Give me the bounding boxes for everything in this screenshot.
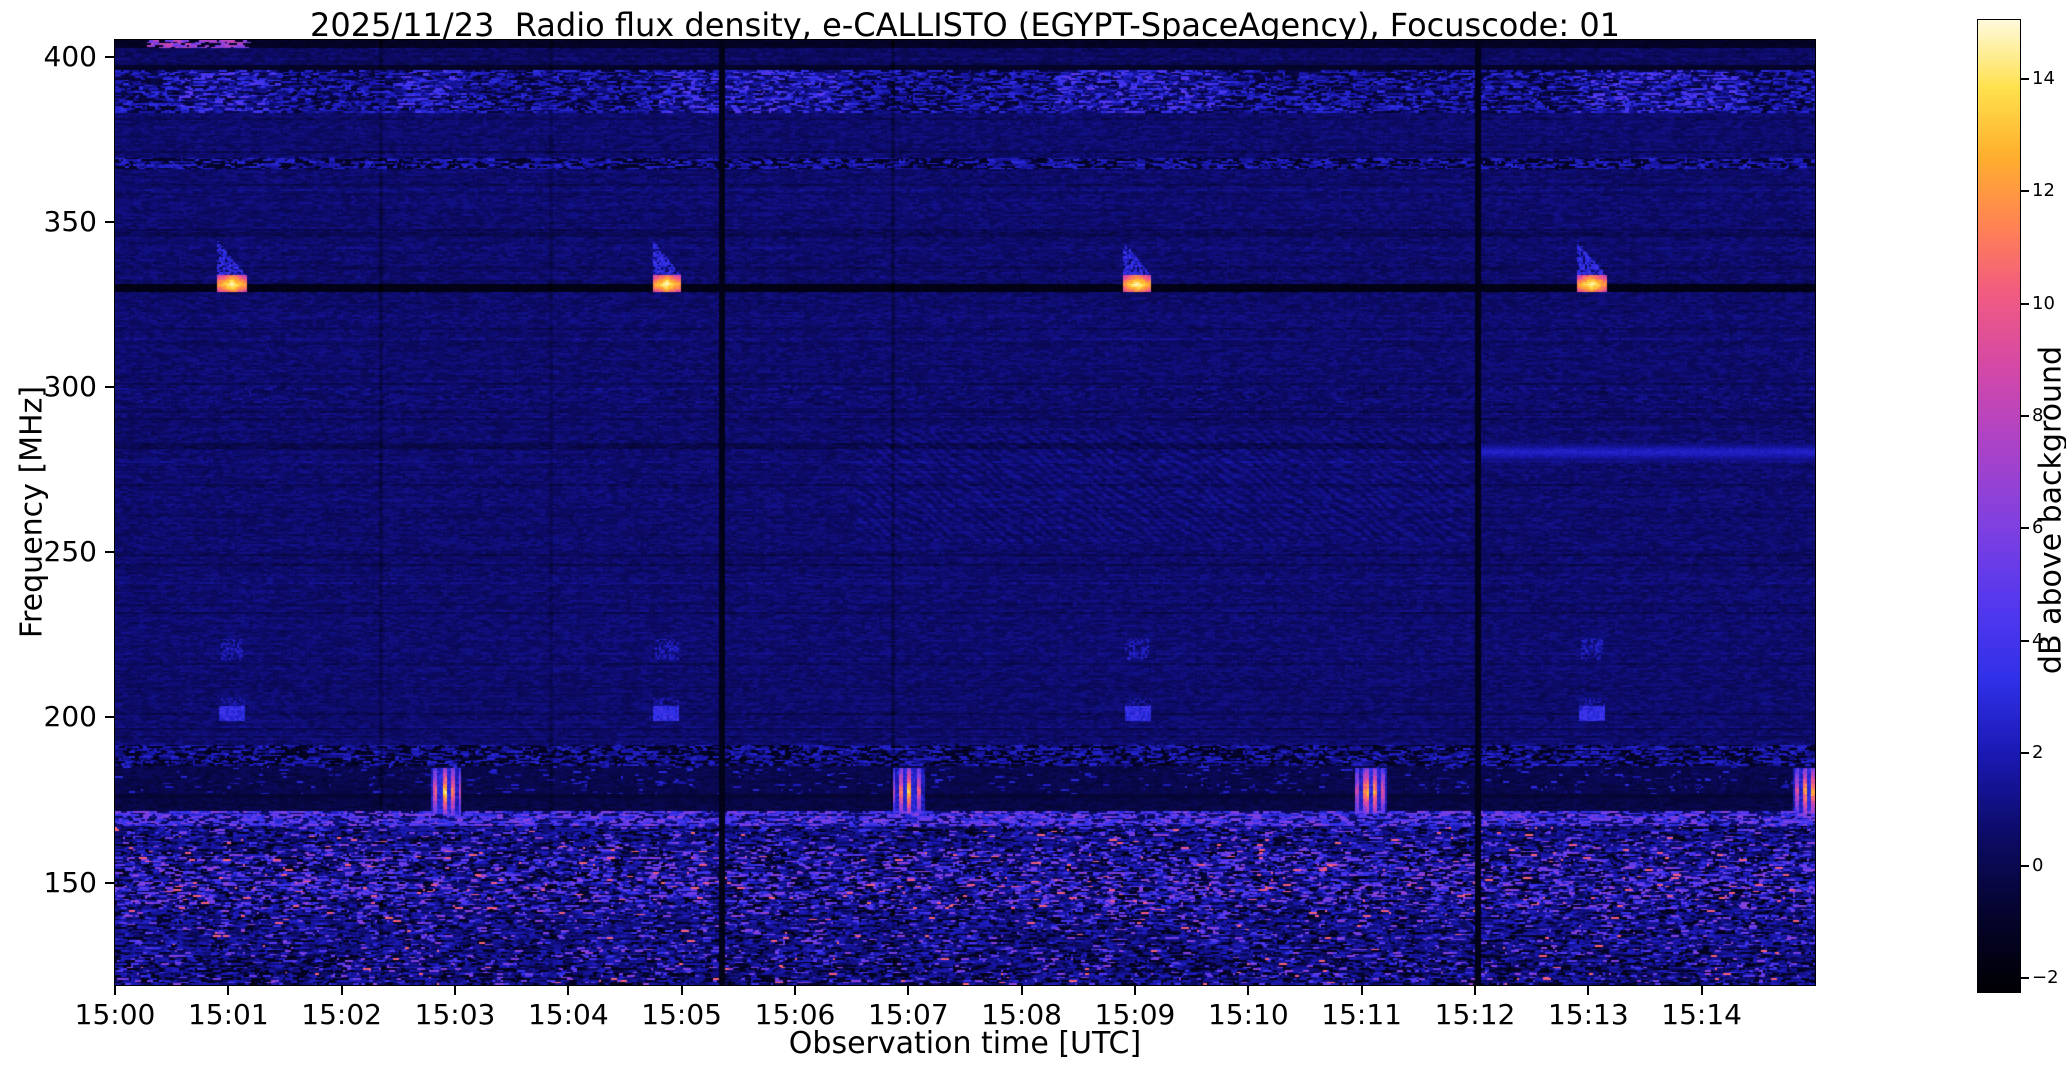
x-tick-mark [1360,986,1363,995]
plot-title: 2025/11/23 Radio flux density, e-CALLIST… [309,6,1621,44]
x-tick-mark [340,986,343,995]
x-tick-label: 15:06 [754,998,836,1031]
x-tick-label: 15:12 [1434,998,1516,1031]
x-tick-mark [1474,986,1476,995]
x-tick-mark [1587,986,1590,995]
x-tick-label: 15:00 [74,998,156,1031]
colorbar-tick-label: 2 [2032,742,2044,764]
x-tick-mark [680,986,683,995]
colorbar-tick-mark [2021,639,2029,642]
y-tick-mark [105,385,114,388]
x-tick-label: 15:02 [301,998,382,1031]
colorbar-tick-mark [2021,302,2029,305]
x-tick-label: 15:04 [527,998,609,1031]
y-tick-mark [105,716,114,719]
colorbar-tick-label: −2 [2032,966,2059,988]
x-tick-label: 15:09 [1094,998,1176,1031]
colorbar-tick-label: 0 [2032,854,2044,876]
colorbar-tick-label: 4 [2032,629,2044,651]
x-tick-mark [1020,986,1023,995]
colorbar-tick-mark [2021,752,2029,755]
x-tick-label: 15:01 [187,998,269,1031]
y-tick-label: 250 [43,535,97,569]
colorbar-canvas [1977,19,2021,993]
x-tick-label: 15:07 [867,998,949,1031]
x-tick-mark [1700,986,1703,995]
y-tick-label: 350 [43,204,97,238]
x-tick-label: 15:08 [981,998,1062,1031]
x-tick-label: 15:05 [641,998,722,1031]
x-tick-label: 15:03 [414,998,496,1031]
colorbar-tick-label: 6 [2032,517,2044,539]
x-axis-label: Observation time [UTC] [788,1026,1142,1061]
y-tick-mark [105,881,114,884]
y-tick-label: 300 [43,369,97,403]
colorbar-tick-mark [2021,190,2029,193]
y-tick-mark [105,220,114,223]
colorbar-tick-mark [2021,415,2029,418]
colorbar-tick-label: 12 [2032,180,2055,202]
colorbar-label: dB above background [2033,345,2066,675]
colorbar-tick-label: 10 [2032,292,2055,314]
y-axis-label: Frequency [MHz] [14,385,50,639]
x-tick-mark [114,986,116,995]
x-tick-mark [454,986,456,995]
colorbar-tick-label: 14 [2032,67,2055,89]
x-tick-mark [907,986,910,995]
y-tick-mark [105,55,114,58]
x-tick-label: 15:10 [1207,998,1289,1031]
x-tick-label: 15:11 [1321,998,1402,1031]
x-tick-mark [567,986,570,995]
y-tick-label: 150 [43,865,97,899]
spectrogram-canvas [114,39,1816,986]
colorbar-tick-mark [2021,527,2029,530]
x-tick-mark [227,986,230,995]
colorbar-tick-mark [2021,864,2029,867]
y-tick-label: 200 [43,700,97,734]
x-tick-label: 15:14 [1661,998,1742,1031]
x-tick-mark [1134,986,1136,995]
x-tick-mark [794,986,796,995]
x-tick-label: 15:13 [1547,998,1629,1031]
x-tick-mark [1247,986,1250,995]
colorbar-tick-mark [2021,976,2029,979]
y-tick-label: 400 [43,39,97,73]
colorbar-tick-label: 8 [2032,405,2044,427]
y-tick-mark [105,551,114,554]
colorbar-tick-mark [2021,77,2029,80]
